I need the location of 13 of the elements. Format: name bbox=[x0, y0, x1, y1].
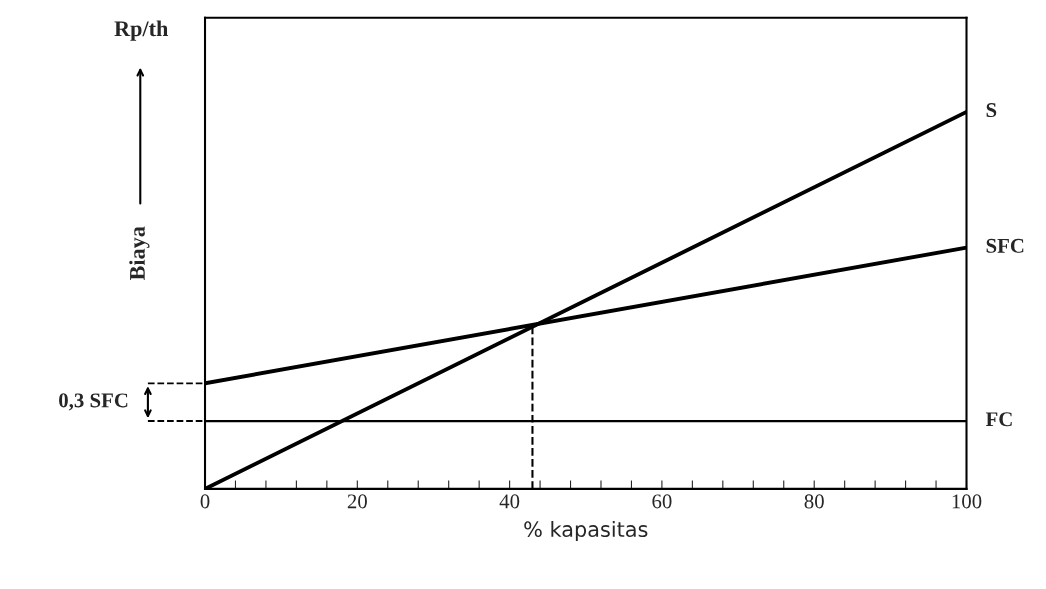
chart-title: Rp/th bbox=[114, 20, 169, 41]
series-label: SFC bbox=[986, 238, 1024, 253]
x-tick-label: 100 bbox=[952, 494, 982, 509]
x-tick-label: 60 bbox=[652, 494, 672, 509]
series-label: FC bbox=[985, 412, 1012, 427]
x-tick-label: 0 bbox=[200, 494, 210, 509]
x-tick-label: 80 bbox=[804, 494, 824, 509]
text: 0,3 SFC bbox=[59, 393, 128, 411]
y-axis-title: Biaya bbox=[129, 226, 150, 281]
x-tick-label: 20 bbox=[347, 494, 367, 509]
x-tick-label: 40 bbox=[499, 494, 520, 509]
series-label: S bbox=[986, 103, 997, 118]
x-axis-title: % kapasitas bbox=[524, 520, 648, 542]
